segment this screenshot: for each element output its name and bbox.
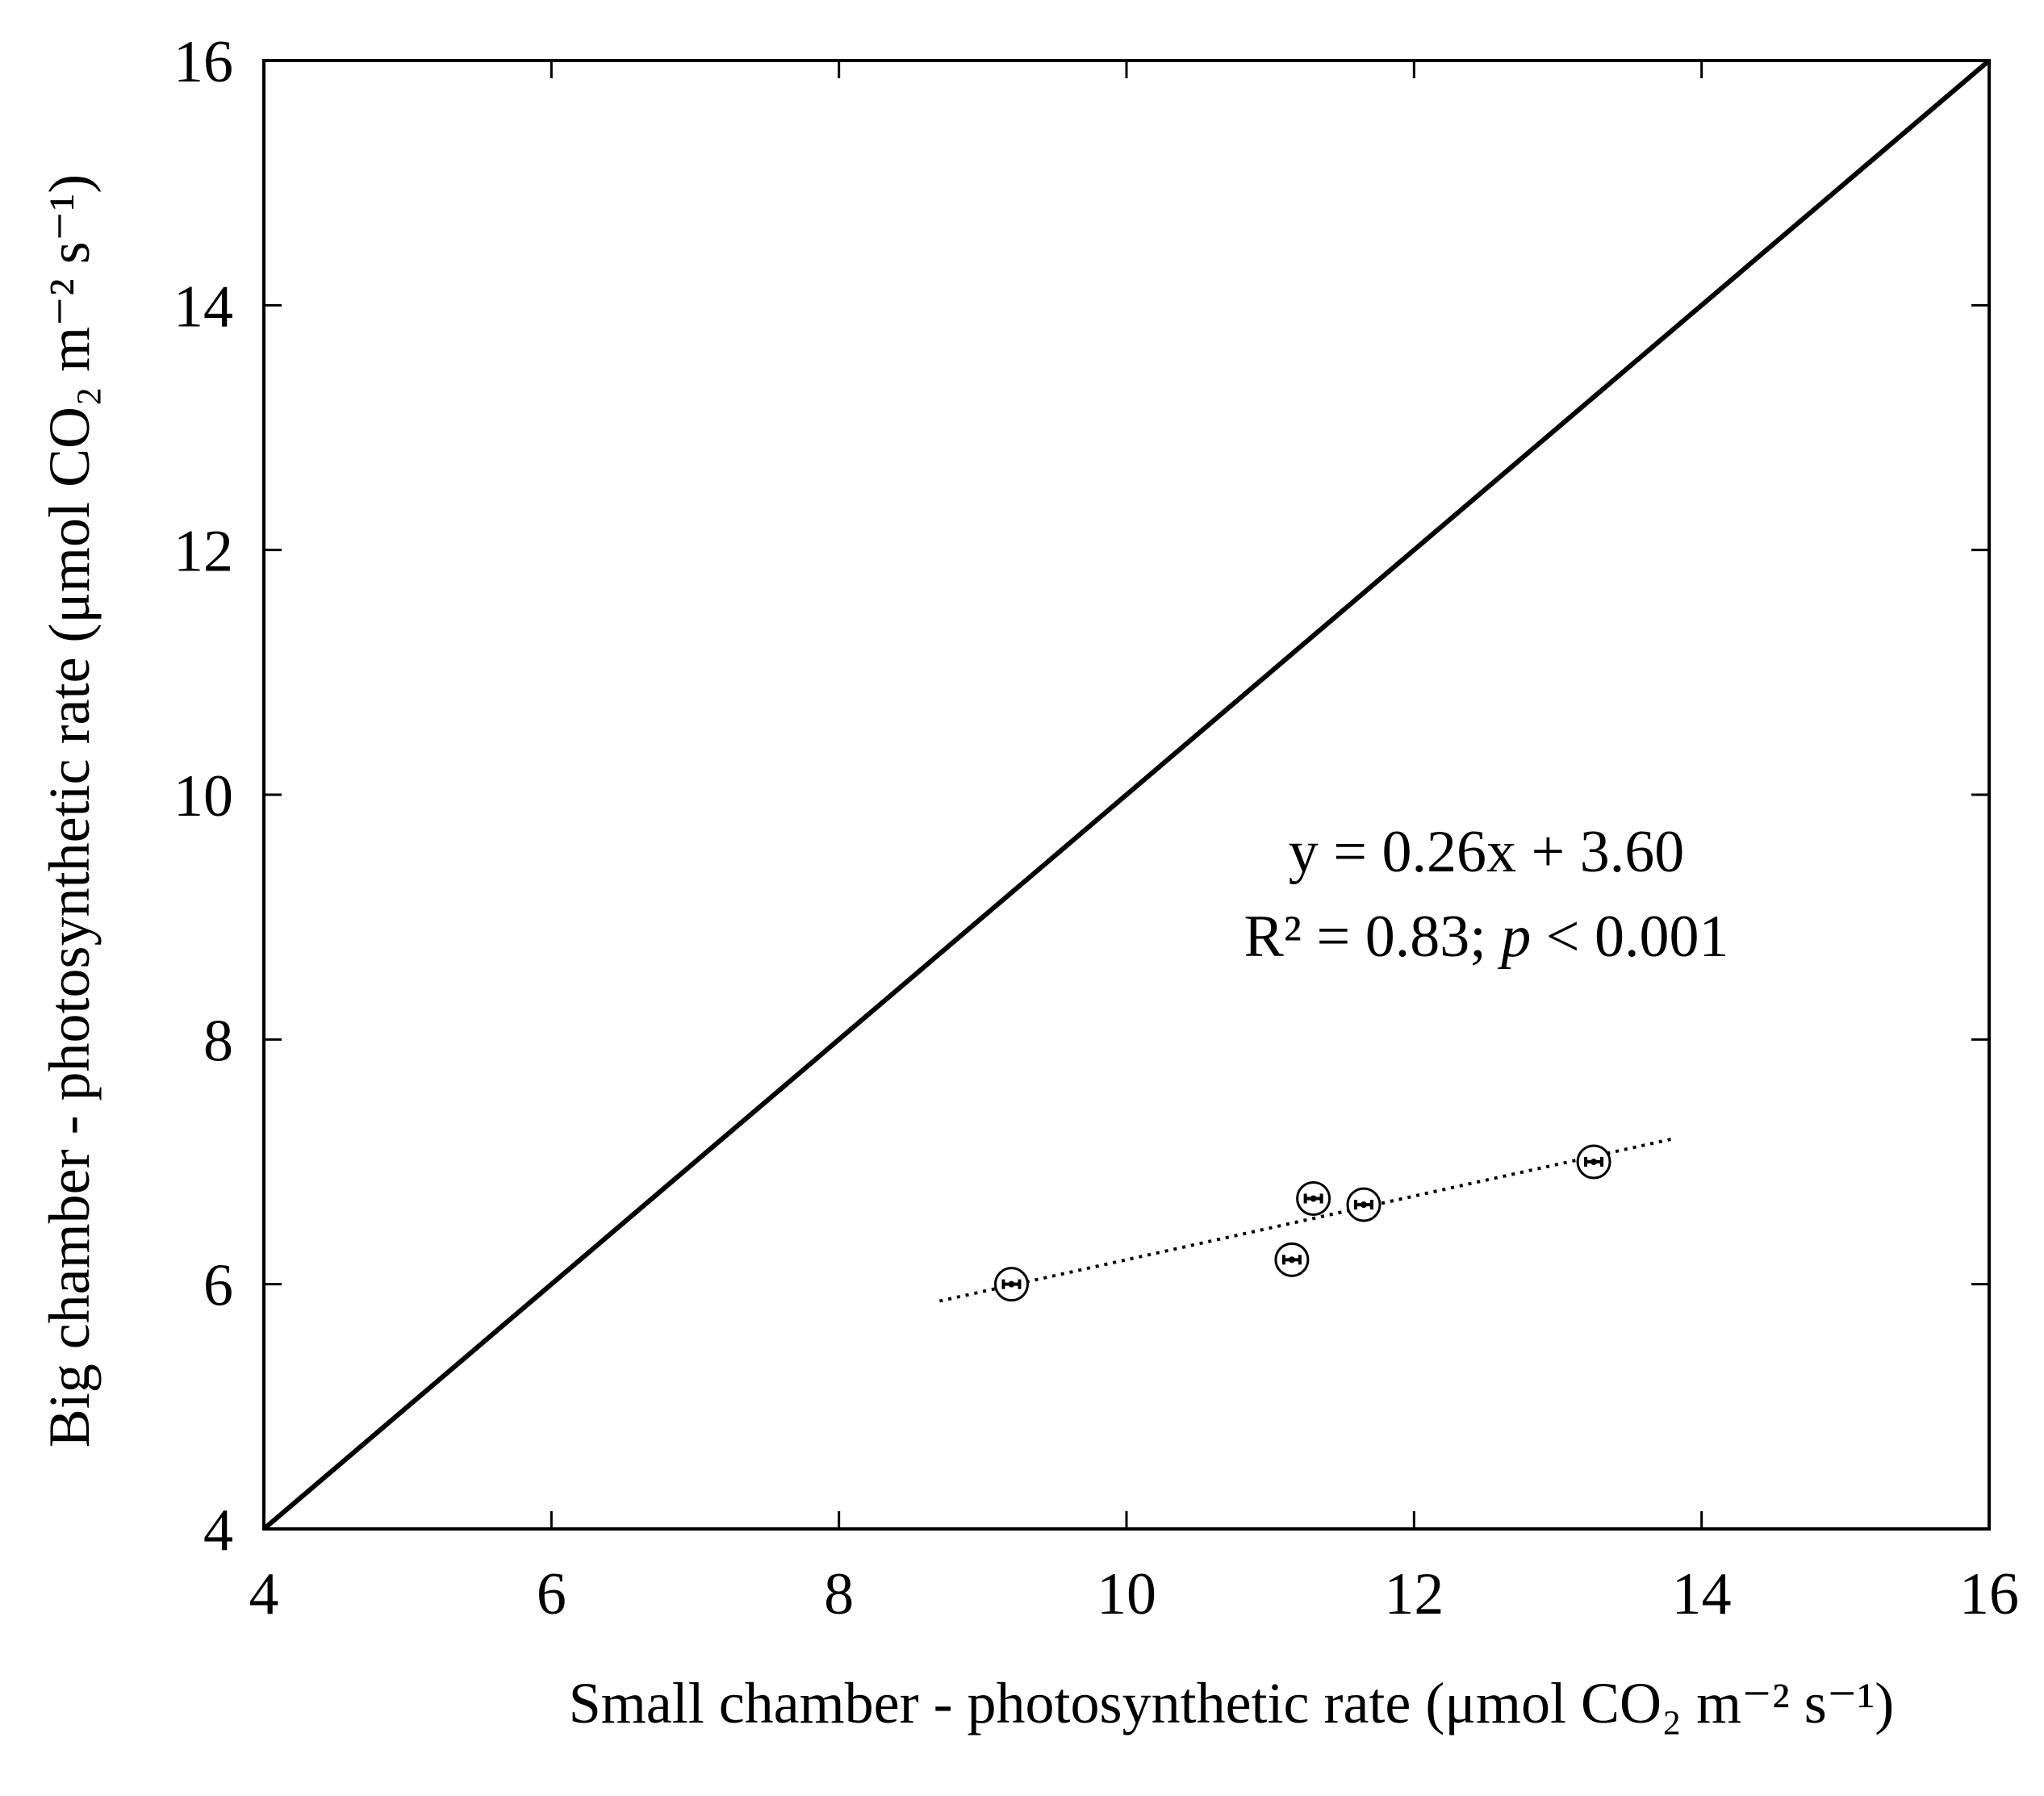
- point-center: [1590, 1159, 1598, 1165]
- point-center: [1310, 1195, 1317, 1202]
- x-tick-label: 8: [824, 1561, 854, 1627]
- x-tick-label: 12: [1384, 1561, 1444, 1627]
- r-squared-label: R² = 0.83; p < 0.001: [1244, 904, 1728, 970]
- y-tick-label: 8: [203, 1008, 233, 1074]
- point-center: [1360, 1201, 1367, 1209]
- y-tick-label: 12: [173, 519, 233, 585]
- data-point: [1346, 1187, 1381, 1222]
- data-points-layer: [993, 1144, 1611, 1302]
- one-to-one-line: [262, 58, 1991, 1531]
- reference-line-layer: [262, 58, 1991, 1531]
- fit-line-layer: [938, 1137, 1674, 1303]
- x-tick-label: 6: [537, 1561, 566, 1627]
- x-tick-label: 16: [1959, 1561, 2019, 1627]
- p-symbol: p: [1497, 904, 1531, 970]
- y-tick-label: 4: [203, 1497, 233, 1564]
- fit-line: [938, 1137, 1674, 1303]
- y-tick-label: 10: [173, 763, 233, 829]
- r-squared-text: R² = 0.83;: [1244, 904, 1501, 970]
- data-point: [1576, 1144, 1611, 1180]
- axis-ticks-layer: 4 6 8 10 12 14 16 4 6 8 10 12 14 16: [173, 29, 2019, 1627]
- data-point: [1274, 1242, 1310, 1277]
- y-axis-title: Big chamber - photosynthetic rate (μmol …: [37, 174, 102, 1448]
- x-tick-label: 14: [1672, 1561, 1732, 1627]
- data-point: [993, 1267, 1029, 1302]
- point-center: [1008, 1280, 1015, 1288]
- p-value-text: < 0.001: [1531, 904, 1728, 970]
- x-axis-title: Small chamber - photosynthetic rate (μmo…: [569, 1671, 1895, 1735]
- y-tick-label: 6: [203, 1253, 233, 1319]
- x-tick-label: 4: [249, 1561, 279, 1627]
- fit-equation-label: y = 0.26x + 3.60: [1289, 819, 1684, 885]
- data-point: [1296, 1181, 1331, 1216]
- x-tick-label: 10: [1097, 1561, 1156, 1627]
- y-tick-label: 14: [173, 274, 233, 340]
- y-tick-label: 16: [173, 29, 233, 95]
- point-center: [1288, 1256, 1295, 1263]
